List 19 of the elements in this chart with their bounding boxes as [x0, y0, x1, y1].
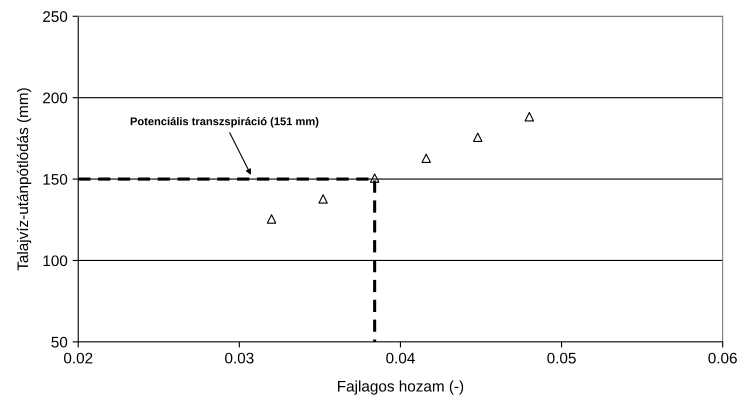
y-tick-label: 250	[43, 11, 68, 22]
x-tick-label: 0.02	[64, 352, 92, 364]
point	[266, 214, 276, 224]
point	[473, 132, 482, 142]
y-tick-label: 200	[43, 92, 68, 104]
y-axis-title: Talajvíz-utánpótlódás (mm)	[16, 88, 32, 270]
x-tick-label: 0.06	[708, 352, 737, 364]
point	[421, 154, 431, 163]
x-tick-label: 0.04	[386, 352, 415, 364]
x-tick-label: 0.03	[225, 352, 254, 364]
point	[370, 173, 380, 183]
y-tick-label: 100	[43, 255, 68, 266]
y-tick-label: 150	[43, 174, 68, 185]
point	[318, 194, 328, 204]
x-tick-label: 0.05	[547, 352, 576, 364]
y-tick-label: 50	[51, 336, 68, 348]
point	[524, 112, 534, 122]
x-axis-title: Fajlagos hozam (-)	[338, 380, 464, 395]
annotation: Potenciális transzspiráció (151 mm)	[130, 116, 318, 128]
